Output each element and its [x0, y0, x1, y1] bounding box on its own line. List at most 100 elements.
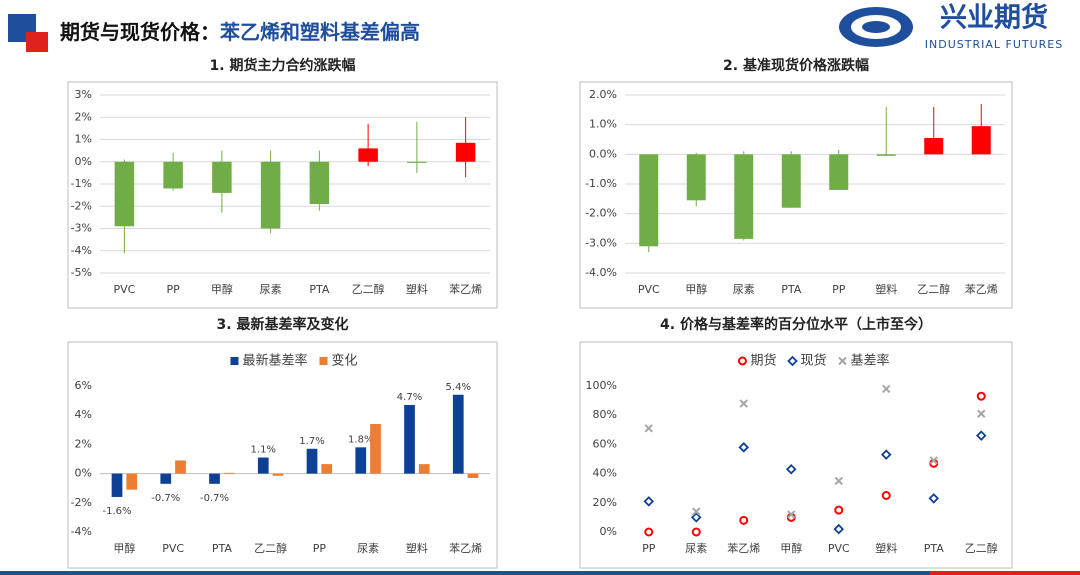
bar [467, 473, 479, 478]
candle-body [734, 154, 754, 239]
bar [257, 457, 269, 474]
value-label: 1.7% [299, 436, 324, 447]
x-tick-label: 尿素 [260, 283, 282, 296]
y-tick-label: -4.0% [585, 266, 617, 279]
dot [838, 356, 847, 366]
candle-body [163, 161, 183, 189]
dot [834, 476, 843, 486]
chart-frame [67, 341, 498, 569]
y-tick-label: 1.0% [589, 118, 617, 131]
candle-body [686, 154, 706, 201]
dot [739, 515, 749, 525]
legend-swatch [230, 357, 239, 365]
x-tick-label: PTA [212, 542, 232, 555]
bar [111, 473, 123, 497]
candle-body [924, 138, 944, 155]
title-prefix: 期货与现货价格： [60, 20, 220, 44]
bar [404, 404, 415, 474]
y-tick-label: 4% [75, 408, 92, 421]
value-label: -1.6% [103, 506, 132, 517]
y-tick-label: 2% [75, 110, 92, 123]
bar [355, 447, 367, 474]
dot [929, 456, 938, 465]
legend-label: 最新基差率 [242, 353, 307, 369]
x-tick-label: PVC [113, 283, 135, 296]
x-tick-label: 苯乙烯 [449, 282, 482, 296]
candle-body [455, 142, 476, 162]
value-label: 4.7% [397, 392, 422, 403]
legend-item: 最新基差率 [230, 353, 308, 369]
y-tick-label: -2.0% [585, 207, 617, 220]
chart-title: 4. 价格与基差率的百分位水平（上市至今） [660, 316, 932, 333]
x-tick-label: 苯乙烯 [727, 541, 760, 555]
candle-body [971, 126, 991, 155]
x-tick-label: 乙二醇 [254, 541, 287, 555]
dot [738, 442, 750, 453]
y-tick-label: 3% [75, 88, 92, 101]
x-tick-label: 尿素 [733, 283, 755, 296]
deco-square [26, 32, 48, 52]
bar [209, 473, 220, 484]
y-tick-label: 0% [600, 525, 617, 538]
chart: 1. 期货主力合约涨跌幅 -5% -4% -3% -2% -1% 0% 1% 2% 3% PVC PP… [67, 57, 498, 309]
candle-body [114, 161, 135, 227]
slide-title: 期货与现货价格：苯乙烯和塑料基差偏高 [60, 20, 420, 44]
bar [321, 464, 333, 474]
y-tick-label: 20% [593, 496, 617, 509]
legend-label: 变化 [332, 353, 358, 369]
value-label: 5.4% [446, 382, 471, 393]
dot [691, 527, 701, 537]
x-tick-label: PVC [828, 542, 850, 555]
dot [739, 399, 748, 408]
dot [787, 510, 796, 519]
x-tick-label: 塑料 [875, 282, 897, 296]
y-tick-label: 80% [593, 408, 617, 421]
value-label: 1.8% [348, 434, 373, 445]
candle-body [407, 161, 427, 163]
candle-body [260, 161, 281, 229]
dot [737, 356, 747, 366]
x-tick-label: 乙二醇 [352, 282, 385, 296]
chart-title: 1. 期货主力合约涨跌幅 [210, 57, 356, 74]
bar [223, 472, 235, 474]
y-tick-label: 0% [75, 155, 92, 168]
x-tick-label: 尿素 [685, 542, 707, 555]
y-tick-label: -2% [71, 199, 92, 212]
chart-title: 3. 最新基差率及变化 [217, 316, 349, 333]
y-tick-label: -4% [71, 525, 92, 538]
x-tick-label: 苯乙烯 [965, 282, 998, 296]
y-tick-label: -3.0% [585, 236, 617, 249]
dot [644, 424, 653, 433]
candle-body [212, 161, 232, 193]
legend-label: 基差率 [851, 353, 890, 369]
bar [272, 473, 284, 476]
logo-cn: 兴业期货 [940, 2, 1048, 34]
bar [175, 460, 186, 474]
candle-body [639, 154, 659, 247]
y-tick-label: -5% [71, 266, 92, 279]
x-tick-label: 乙二醇 [965, 541, 998, 555]
bar [306, 448, 318, 474]
dot [833, 523, 845, 535]
dot [977, 409, 986, 418]
y-tick-label: 40% [593, 467, 617, 480]
legend-item: 基差率 [838, 353, 890, 369]
y-tick-label: 6% [75, 379, 92, 392]
y-tick-label: -1% [71, 177, 92, 190]
value-label: -0.7% [200, 493, 229, 504]
y-tick-label: 1% [75, 133, 92, 146]
chart-frame [67, 81, 498, 309]
y-tick-label: 0% [75, 467, 92, 480]
x-tick-label: PVC [638, 283, 660, 296]
bar [126, 473, 138, 490]
dot [785, 463, 797, 475]
x-tick-label: 苯乙烯 [449, 541, 482, 555]
x-tick-label: 甲醇 [211, 282, 233, 296]
dot [881, 491, 891, 500]
legend-item: 期货 [737, 353, 776, 369]
x-tick-label: PTA [924, 542, 944, 555]
x-tick-label: 塑料 [406, 282, 428, 296]
candle-body [781, 154, 801, 208]
x-tick-label: 乙二醇 [917, 282, 950, 296]
legend-label: 现货 [800, 353, 826, 369]
